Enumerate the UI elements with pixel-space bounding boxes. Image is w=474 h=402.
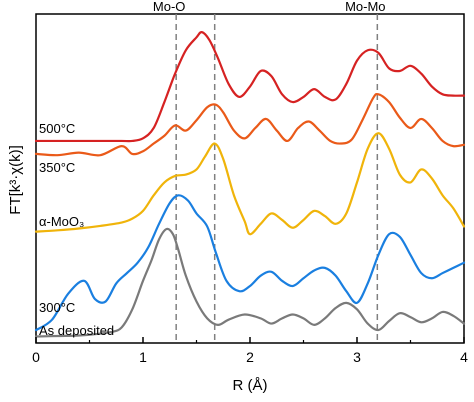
series-line-1 [34, 194, 466, 332]
ref-label-mo-o: Mo-O [153, 0, 186, 14]
x-tick-label-3: 3 [353, 349, 361, 365]
label-500c: 500°C [39, 121, 75, 136]
series-line-0 [34, 227, 466, 338]
series-line-2 [34, 132, 466, 236]
x-axis-ticks: 0 1 2 3 4 [32, 337, 468, 365]
y-axis-title: FT[k³·χ(k)] [7, 145, 24, 215]
label-as-deposited: As deposited [39, 323, 114, 338]
x-axis-title: R (Å) [233, 377, 268, 394]
x-tick-label-1: 1 [139, 349, 147, 365]
x-tick-label-2: 2 [246, 349, 254, 365]
x-tick-label-4: 4 [460, 349, 468, 365]
x-tick-label-0: 0 [32, 349, 40, 365]
series-traces [34, 31, 466, 338]
label-alpha-moo3: α-MoO₃ [39, 214, 84, 229]
label-350c: 350°C [39, 160, 75, 175]
plot-frame [35, 13, 465, 344]
series-line-4 [34, 31, 466, 143]
ref-label-mo-mo: Mo-Mo [345, 0, 385, 14]
label-300c: 300°C [39, 300, 75, 315]
series-line-3 [34, 92, 466, 157]
